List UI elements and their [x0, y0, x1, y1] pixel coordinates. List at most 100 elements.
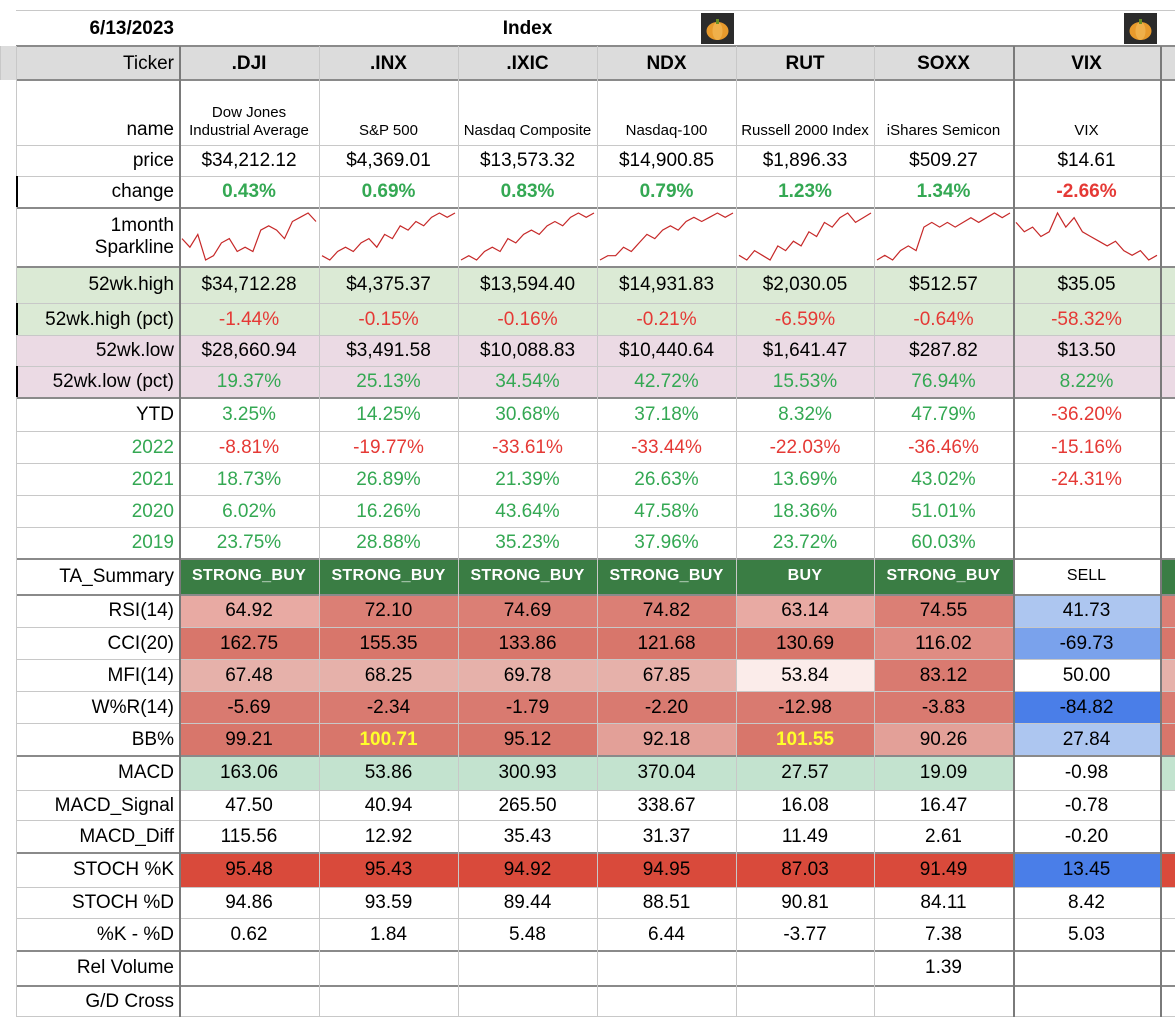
y2020-cell-RUT: 18.36%: [772, 500, 838, 522]
stochk-cell-SOXX: 91.49: [874, 852, 1013, 887]
y2020-cell-VIX: [1013, 495, 1160, 527]
stochd-cell-SOXX: 84.11: [920, 892, 967, 913]
relvol-cell-INX: [319, 950, 458, 985]
ta-cell-INX[interactable]: STRONG_BUY: [319, 558, 458, 594]
grid-vline: [16, 303, 18, 335]
row-label-wr: W%R(14): [91, 696, 174, 718]
overflow-col-cci: [1161, 627, 1175, 659]
gd-cell-NDX: [597, 985, 736, 1017]
gd-cell-RUT: [736, 985, 874, 1017]
ta-cell-RUT[interactable]: BUY: [736, 558, 874, 594]
high52-cell-DJI: $34,712.28: [201, 274, 297, 295]
sparkline-IXIC: [458, 207, 597, 266]
row-label-y2019: 2019: [131, 532, 174, 553]
cci-cell-DJI: 162.75: [179, 627, 319, 659]
stochd-cell-NDX: 88.51: [642, 892, 691, 913]
y2022-cell-IXIC: -33.61%: [492, 436, 563, 458]
gd-cell-DJI: [179, 985, 319, 1017]
ta-cell-VIX[interactable]: SELL: [1066, 567, 1107, 584]
low52pct-cell-SOXX: 76.94%: [911, 371, 976, 392]
row-label-ta: TA_Summary: [59, 565, 174, 587]
wr-cell-DJI: -5.69: [179, 691, 319, 723]
low52-cell-DJI: $28,660.94: [201, 340, 297, 361]
stochk-cell-INX: 95.43: [319, 852, 458, 887]
low52pct-cell-RUT: 15.53%: [772, 371, 838, 392]
grid-vline: [597, 46, 598, 1017]
low52-cell-INX: $3,491.58: [346, 340, 431, 361]
row-label-y2020: 2020: [131, 500, 174, 522]
ta-cell-SOXX[interactable]: STRONG_BUY: [874, 558, 1013, 594]
wr-cell-VIX: -84.82: [1013, 691, 1160, 723]
relvol-cell-IXIC: [458, 950, 597, 985]
grid-vline: [16, 176, 18, 207]
mfi-cell-SOXX: 83.12: [874, 659, 1013, 691]
high52pct-cell-INX: -0.15%: [358, 308, 419, 330]
low52-cell-RUT: $1,641.47: [762, 340, 848, 361]
ta-cell-DJI[interactable]: STRONG_BUY: [179, 558, 319, 594]
kd-cell-IXIC: 5.48: [509, 923, 546, 945]
grid-hline: [16, 431, 1175, 432]
low52-cell-SOXX: $287.82: [909, 340, 978, 361]
ytd-cell-INX: 14.25%: [356, 403, 421, 425]
macd_signal-cell-DJI: 47.50: [225, 794, 273, 816]
low52pct-cell-VIX: 8.22%: [1059, 371, 1114, 392]
grid-vline: [874, 46, 875, 1017]
y2020-cell-DJI: 6.02%: [222, 500, 276, 522]
name-cell-DJI: Dow Jones Industrial Average: [189, 104, 309, 139]
stochk-cell-RUT: 87.03: [736, 852, 874, 887]
grid-hline: [16, 527, 1175, 528]
stochd-cell-IXIC: 89.44: [503, 892, 552, 913]
row-label-ticker: Ticker: [122, 52, 174, 74]
pumpkin-logo-icon: [701, 13, 734, 44]
grid-hline: [16, 495, 1175, 496]
y2021-cell-IXIC: 21.39%: [495, 468, 560, 490]
grid-hline: [16, 918, 1175, 919]
high52pct-cell-SOXX: -0.64%: [913, 308, 974, 330]
sparkline-INX: [319, 207, 458, 266]
name-cell-RUT: Russell 2000 Index: [741, 122, 869, 139]
low52pct-cell-NDX: 42.72%: [634, 371, 699, 392]
grid-hline: [16, 985, 1175, 987]
y2020-cell-IXIC: 43.64%: [495, 500, 560, 522]
grid-vline: [1013, 46, 1015, 1017]
row-label-rsi: RSI(14): [108, 600, 174, 621]
grid-vline: [179, 46, 181, 1017]
y2021-cell-SOXX: 43.02%: [911, 468, 976, 490]
rsi-cell-INX: 72.10: [319, 594, 458, 627]
cci-cell-VIX: -69.73: [1013, 627, 1160, 659]
y2019-cell-NDX: 37.96%: [634, 532, 699, 553]
change-cell-DJI: 0.43%: [222, 181, 276, 202]
ticker-cell-VIX: VIX: [1071, 52, 1102, 74]
grid-hline: [16, 266, 1175, 268]
overflow-col-wr: [1161, 691, 1175, 723]
macd_diff-cell-NDX: 31.37: [642, 825, 691, 847]
row-label-macd_signal: MACD_Signal: [54, 794, 174, 816]
row-label-ytd: YTD: [136, 403, 174, 425]
gd-cell-IXIC: [458, 985, 597, 1017]
macd_diff-cell-IXIC: 35.43: [503, 825, 552, 847]
stochk-cell-DJI: 95.48: [179, 852, 319, 887]
ta-cell-IXIC[interactable]: STRONG_BUY: [458, 558, 597, 594]
price-cell-DJI: $34,212.12: [201, 150, 297, 171]
overflow-col-stochk: [1161, 852, 1175, 887]
price-cell-INX: $4,369.01: [346, 150, 431, 171]
kd-cell-DJI: 0.62: [230, 923, 268, 945]
high52pct-cell-RUT: -6.59%: [774, 308, 836, 330]
relvol-cell-VIX: [1013, 950, 1160, 985]
high52-cell-SOXX: $512.57: [909, 274, 978, 295]
ta-cell-NDX[interactable]: STRONG_BUY: [597, 558, 736, 594]
y2019-cell-INX: 28.88%: [356, 532, 421, 553]
name-cell-SOXX: iShares Semicon: [886, 122, 1001, 139]
macd_diff-cell-SOXX: 2.61: [925, 825, 962, 847]
y2022-cell-DJI: -8.81%: [218, 436, 280, 458]
stochk-cell-IXIC: 94.92: [458, 852, 597, 887]
rsi-cell-IXIC: 74.69: [458, 594, 597, 627]
gd-cell-SOXX: [874, 985, 1013, 1017]
low52-cell-VIX: $13.50: [1057, 340, 1116, 361]
y2022-cell-RUT: -22.03%: [769, 436, 841, 458]
grid-vline: [1160, 46, 1162, 1017]
row-label-relvol: Rel Volume: [76, 957, 174, 978]
grid-hline: [16, 335, 1175, 336]
grid-vline: [16, 46, 17, 1017]
grid-hline: [16, 627, 1175, 628]
